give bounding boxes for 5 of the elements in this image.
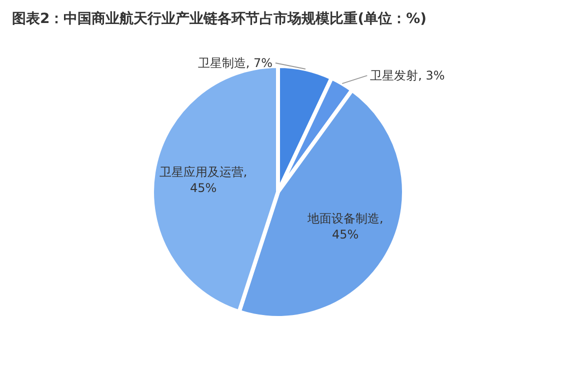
slice-label: 地面设备制造, 45% — [306, 211, 384, 242]
slice-label: 卫星制造, 7% — [198, 56, 272, 70]
chart-title: 图表2：中国商业航天行业产业链各环节占市场规模比重(单位：%) — [12, 10, 427, 28]
slice-label: 卫星发射, 3% — [370, 68, 445, 83]
slice-label: 卫星应用及运营, 45% — [159, 165, 248, 196]
